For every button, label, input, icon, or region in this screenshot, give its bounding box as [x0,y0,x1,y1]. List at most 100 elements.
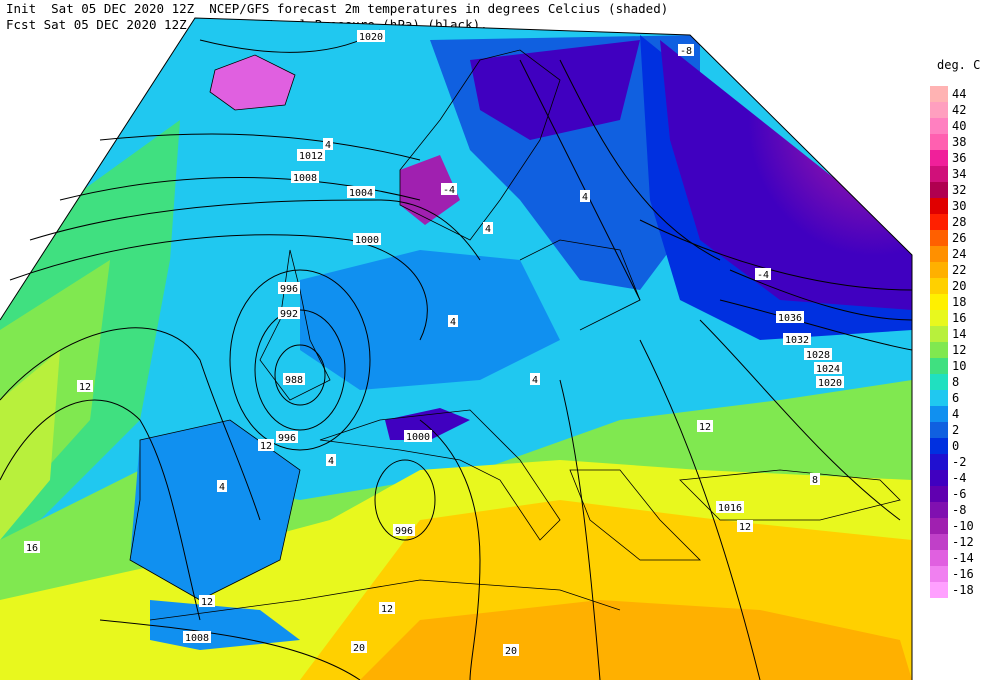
legend-swatch [930,294,948,310]
legend-label: 8 [952,375,960,389]
legend-swatch [930,390,948,406]
temperature-label: 8 [812,475,818,486]
coastlines [129,49,901,621]
isobar-label: 1036 [778,313,802,324]
legend-entry: 40 [930,118,1000,134]
legend-entry: 8 [930,374,1000,390]
isobar-label: 1000 [355,235,379,246]
legend-entry: 12 [930,342,1000,358]
isobars [0,29,913,680]
isobar-label: 1008 [293,173,317,184]
legend-swatch [930,438,948,454]
legend-entry: 16 [930,310,1000,326]
legend-entry: 24 [930,246,1000,262]
temperature-labels: 4 4 12 12 -4 4 4 4 4 12 12 16 20 20 12 1… [24,44,820,657]
temperature-shading [0,18,912,680]
temperature-label: -4 [443,185,455,196]
legend-label: 16 [952,311,967,325]
legend-label: -6 [952,487,967,501]
legend-swatch [930,374,948,390]
isobar-label: 1028 [806,350,830,361]
isobar-label: 996 [395,526,413,537]
isobar-label: 1004 [349,188,373,199]
legend-label: 24 [952,247,967,261]
legend-label: 38 [952,135,967,149]
legend-entry: -2 [930,454,1000,470]
temperature-label: 20 [353,643,365,654]
legend-swatch [930,150,948,166]
legend-entry: 14 [930,326,1000,342]
legend-swatch [930,214,948,230]
legend-entry: 36 [930,150,1000,166]
legend-entry: 30 [930,198,1000,214]
legend-entry: 32 [930,182,1000,198]
legend-label: 26 [952,231,967,245]
legend-label: -2 [952,455,967,469]
legend-label: 10 [952,359,967,373]
legend-label: 2 [952,423,960,437]
temperature-label: 4 [532,375,538,386]
legend-swatch [930,246,948,262]
legend-entry: 4 [930,406,1000,422]
legend-label: 32 [952,183,967,197]
legend-swatch [930,518,948,534]
legend-label: -14 [952,551,974,565]
isobar-label: 1008 [185,633,209,644]
legend-swatch [930,326,948,342]
legend-swatch [930,486,948,502]
legend-swatch [930,166,948,182]
legend-entry: 44 [930,86,1000,102]
legend-entry: -4 [930,470,1000,486]
isobar-label: 1000 [406,432,430,443]
legend-swatch [930,534,948,550]
legend-swatch [930,182,948,198]
legend-label: 22 [952,263,967,277]
isobar-labels: 1020 1012 1008 1004 1000 996 992 988 996… [183,30,844,644]
legend-swatch [930,262,948,278]
isobar-label: 1012 [299,151,323,162]
temperature-label: 20 [505,646,517,657]
legend-swatch [930,310,948,326]
legend-label: 14 [952,327,967,341]
legend-label: -16 [952,567,974,581]
legend-label: 40 [952,119,967,133]
legend-swatch [930,358,948,374]
isobar-label: 1016 [718,503,742,514]
legend-swatch [930,230,948,246]
legend-entry: 2 [930,422,1000,438]
legend-swatch [930,566,948,582]
temperature-label: 12 [381,604,393,615]
legend-swatch [930,470,948,486]
legend-label: 34 [952,167,967,181]
legend-swatch [930,102,948,118]
legend-label: -8 [952,503,967,517]
legend-swatch [930,550,948,566]
legend-entry: 6 [930,390,1000,406]
legend-swatch [930,134,948,150]
legend-entry: 42 [930,102,1000,118]
legend-label: 6 [952,391,960,405]
legend-entry: -10 [930,518,1000,534]
temperature-label: 16 [26,543,38,554]
isobar-label: 992 [280,309,298,320]
weather-map: 1020 1012 1008 1004 1000 996 992 988 996… [0,17,913,680]
legend-entry: 34 [930,166,1000,182]
temperature-label: 12 [699,422,711,433]
isobar-label: 1020 [818,378,842,389]
legend-entry: 38 [930,134,1000,150]
legend-unit: deg. C [937,58,981,72]
isobar-label: 996 [280,284,298,295]
legend-entry: -8 [930,502,1000,518]
temperature-label: -4 [757,270,769,281]
temperature-label: 4 [219,482,225,493]
legend-swatch [930,86,948,102]
temperature-label: 4 [325,140,331,151]
legend-label: -4 [952,471,967,485]
legend-swatch [930,582,948,598]
legend-entry: 26 [930,230,1000,246]
legend-label: 12 [952,343,967,357]
legend-label: 44 [952,87,967,101]
temperature-label: 12 [739,522,751,533]
isobar-label: 988 [285,375,303,386]
legend-swatch [930,502,948,518]
